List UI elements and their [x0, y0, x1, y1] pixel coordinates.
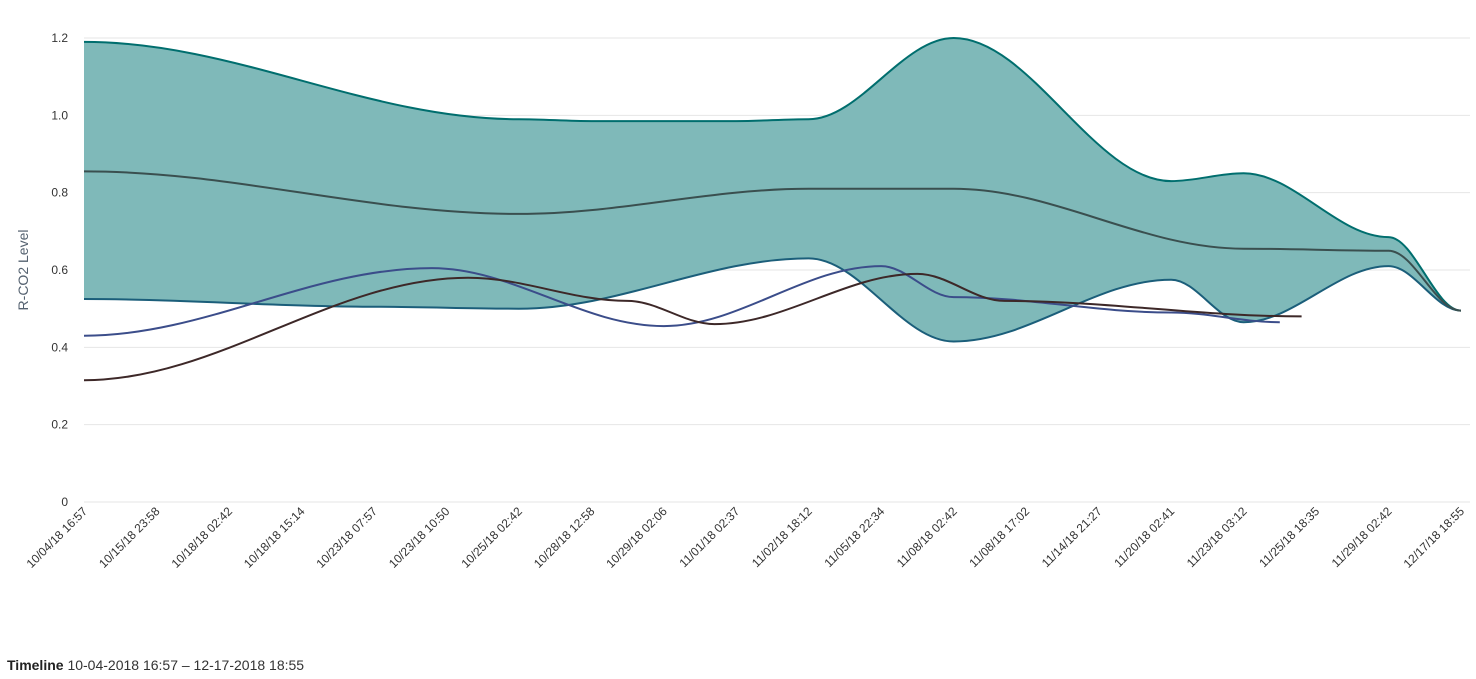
y-tick-label: 0.4	[51, 340, 68, 354]
chart-svg: 0 0.2 0.4 0.6 0.8 1.0 1.2 10/04/18 16:57 10/15/…	[15, 31, 1470, 571]
x-tick-label: 10/25/18 02:42	[458, 504, 525, 571]
x-tick-label: 10/28/18 12:58	[531, 504, 598, 571]
x-tick-label: 11/01/18 02:37	[676, 504, 742, 570]
y-tick-label: 0.2	[51, 418, 68, 432]
series-lines	[83, 170, 1462, 382]
x-tick-label: 11/29/18 02:42	[1329, 504, 1395, 570]
x-tick-label: 11/08/18 17:02	[966, 504, 1032, 570]
y-tick-label: 0	[61, 495, 68, 509]
x-tick-label: 11/02/18 18:12	[749, 504, 815, 570]
range-band-upper-line	[83, 36, 1462, 312]
x-tick-label: 10/23/18 10:50	[386, 504, 453, 571]
x-tick-label: 10/18/18 15:14	[241, 504, 308, 571]
y-tick-label: 0.8	[51, 186, 68, 200]
series-line-3	[83, 272, 1302, 382]
y-tick-label: 0.6	[51, 263, 68, 277]
series-line-1	[83, 170, 1462, 312]
y-axis-title: R-CO2 Level	[15, 230, 31, 311]
y-tick-label: 1.2	[51, 31, 68, 45]
x-tick-label: 11/05/18 22:34	[821, 504, 887, 570]
timeline-label: Timeline	[7, 657, 64, 673]
x-tick-label: 10/15/18 23:58	[96, 504, 163, 571]
range-band-lower-line	[83, 257, 1462, 343]
timeline-caption: Timeline 10-04-2018 16:57 – 12-17-2018 1…	[7, 657, 304, 673]
timeline-range: 10-04-2018 16:57 – 12-17-2018 18:55	[67, 657, 305, 673]
y-tick-label: 1.0	[51, 108, 68, 122]
series-line-2	[83, 265, 1280, 337]
x-tick-label: 12/17/18 18:55	[1401, 504, 1468, 571]
x-tick-label: 11/08/18 02:42	[894, 504, 960, 570]
y-axis-ticks: 0 0.2 0.4 0.6 0.8 1.0 1.2	[51, 31, 68, 509]
x-tick-label: 10/04/18 16:57	[24, 504, 91, 571]
x-tick-label: 10/18/18 02:42	[169, 504, 236, 571]
x-tick-label: 10/23/18 07:57	[313, 504, 380, 571]
x-axis-ticks: 10/04/18 16:57 10/15/18 23:58 10/18/18 02:…	[24, 504, 1468, 571]
x-tick-label: 11/23/18 03:12	[1184, 504, 1250, 570]
x-tick-label: 11/14/18 21:27	[1039, 504, 1105, 570]
co2-chart: 0 0.2 0.4 0.6 0.8 1.0 1.2 10/04/18 16:57 10/15/…	[15, 31, 1470, 571]
x-tick-label: 11/20/18 02:41	[1111, 504, 1177, 570]
x-tick-label: 10/29/18 02:06	[603, 504, 670, 571]
x-tick-label: 11/25/18 18:35	[1256, 504, 1322, 570]
